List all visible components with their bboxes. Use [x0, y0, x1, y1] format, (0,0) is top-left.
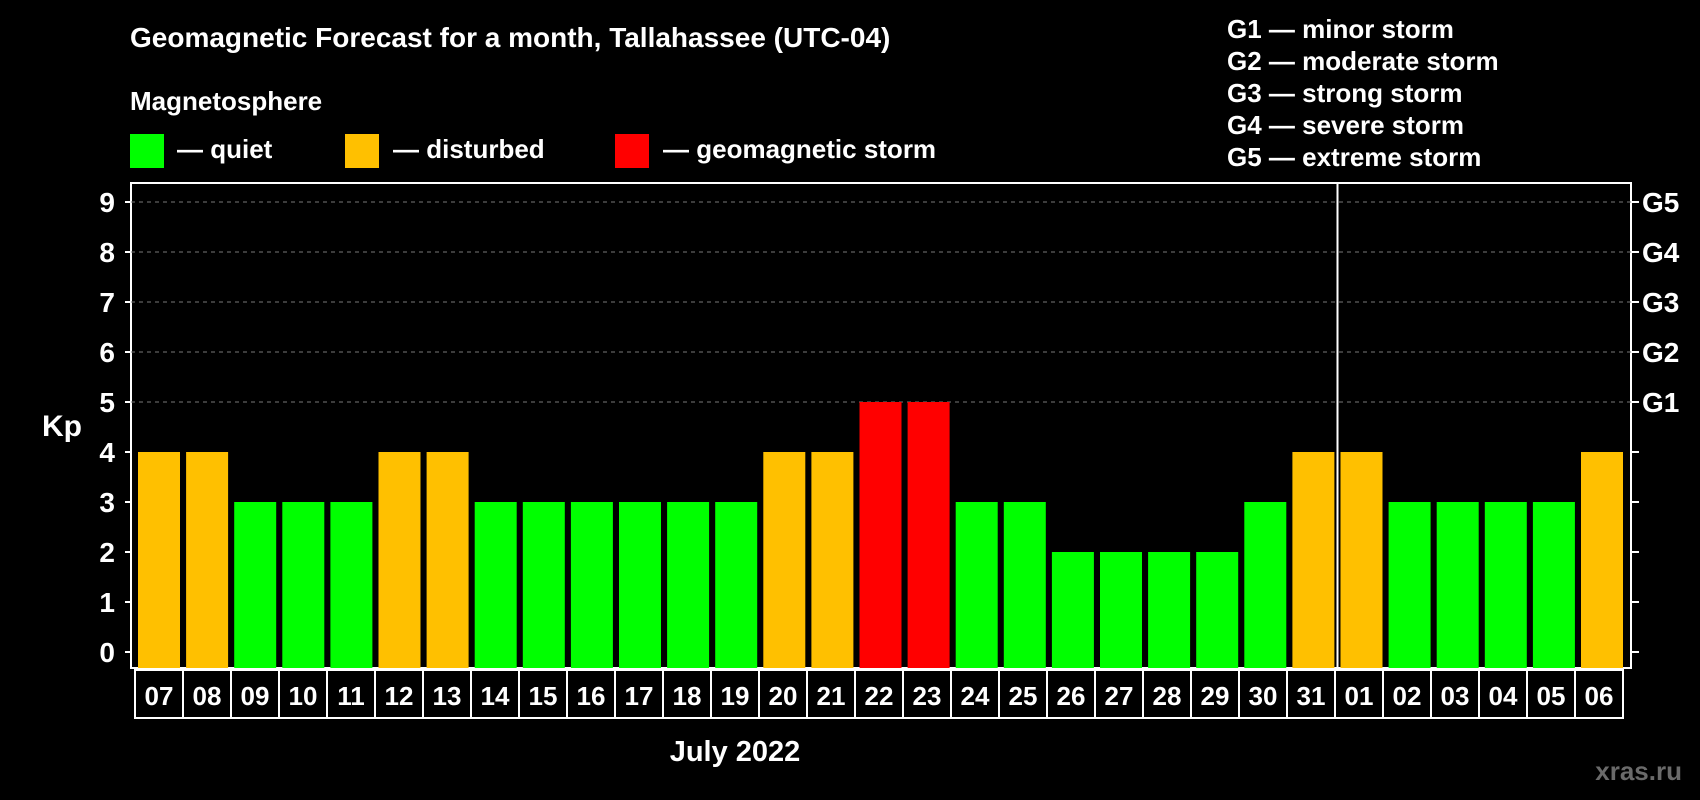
- g-scale-item-g3: G3 — strong storm: [1227, 78, 1463, 108]
- x-tick-label: 05: [1537, 681, 1566, 711]
- y-tick-label: 1: [99, 587, 115, 618]
- kp-bar: [1436, 502, 1479, 668]
- x-tick-label: 23: [913, 681, 942, 711]
- kp-bar: [763, 452, 806, 668]
- y-tick-label: 4: [99, 437, 115, 468]
- x-tick-label: 13: [433, 681, 462, 711]
- kp-bar: [522, 502, 565, 668]
- chart-title: Geomagnetic Forecast for a month, Tallah…: [130, 22, 891, 53]
- kp-bar: [474, 502, 517, 668]
- quiet-swatch: [130, 134, 164, 168]
- g-tick-label: G1: [1642, 387, 1679, 418]
- x-tick-label: 15: [529, 681, 558, 711]
- x-tick-label: 25: [1009, 681, 1038, 711]
- y-tick-label: 0: [99, 637, 115, 668]
- kp-bar: [1196, 552, 1239, 668]
- x-tick-label: 11: [337, 681, 365, 711]
- kp-bar: [811, 452, 854, 668]
- y-tick-label: 8: [99, 237, 115, 268]
- x-tick-label: 01: [1345, 681, 1374, 711]
- x-tick-label: 24: [961, 681, 990, 711]
- legend-quiet-label: — quiet: [177, 134, 273, 164]
- kp-bar: [1003, 502, 1046, 668]
- g-scale-item-g2: G2 — moderate storm: [1227, 46, 1499, 76]
- x-tick-label: 02: [1393, 681, 1422, 711]
- kp-bar: [138, 452, 180, 668]
- x-tick-label: 16: [577, 681, 606, 711]
- x-tick-label: 07: [145, 681, 174, 711]
- kp-bar: [1484, 502, 1527, 668]
- x-tick-label: 30: [1249, 681, 1278, 711]
- y-tick-label: 7: [99, 287, 115, 318]
- kp-bar: [619, 502, 661, 668]
- kp-bar: [1292, 452, 1335, 668]
- kp-bar: [1051, 552, 1094, 668]
- x-tick-label: 12: [385, 681, 414, 711]
- x-tick-label: 21: [817, 681, 846, 711]
- x-tick-label: 27: [1105, 681, 1134, 711]
- x-tick-label: 20: [769, 681, 798, 711]
- x-tick-label: 29: [1201, 681, 1230, 711]
- kp-bar: [907, 402, 950, 668]
- kp-bar: [1340, 452, 1383, 668]
- y-tick-label: 3: [99, 487, 115, 518]
- g-scale-item-g5: G5 — extreme storm: [1227, 142, 1482, 172]
- g-tick-label: G5: [1642, 187, 1679, 218]
- kp-bar: [955, 502, 998, 668]
- kp-bar: [667, 502, 710, 668]
- legend-storm-label: — geomagnetic storm: [663, 134, 937, 164]
- kp-bar: [378, 452, 421, 668]
- x-tick-label: 18: [673, 681, 702, 711]
- g-tick-label: G2: [1642, 337, 1679, 368]
- y-tick-label: 6: [99, 337, 115, 368]
- kp-bar: [715, 502, 758, 668]
- x-tick-label: 26: [1057, 681, 1086, 711]
- x-tick-label: 17: [625, 681, 654, 711]
- g-tick-label: G3: [1642, 287, 1679, 318]
- disturbed-swatch: [345, 134, 379, 168]
- x-axis-label: July 2022: [669, 736, 801, 768]
- x-tick-label: 06: [1585, 681, 1614, 711]
- x-tick-label: 19: [721, 681, 750, 711]
- x-tick-label: 03: [1441, 681, 1470, 711]
- kp-bar: [426, 452, 469, 668]
- y-tick-label: 2: [99, 537, 115, 568]
- storm-swatch: [615, 134, 649, 168]
- legend-disturbed-label: — disturbed: [393, 134, 545, 164]
- g-scale-item-g1: G1 — minor storm: [1227, 14, 1454, 44]
- kp-bar: [186, 452, 229, 668]
- date-axis-frame: [134, 669, 1624, 719]
- kp-bar: [1148, 552, 1191, 668]
- x-tick-label: 22: [865, 681, 894, 711]
- kp-bar: [570, 502, 613, 668]
- y-tick-label: 9: [99, 187, 115, 218]
- x-tick-label: 04: [1489, 681, 1518, 711]
- x-tick-label: 09: [241, 681, 270, 711]
- x-tick-label: 28: [1153, 681, 1182, 711]
- kp-bar: [1532, 502, 1575, 668]
- kp-bar: [1581, 452, 1623, 668]
- kp-bar: [330, 502, 373, 668]
- y-axis-label: Kp: [42, 410, 82, 443]
- x-tick-label: 14: [481, 681, 510, 711]
- y-tick-label: 5: [99, 387, 115, 418]
- kp-bar: [234, 502, 277, 668]
- x-tick-label: 31: [1297, 681, 1326, 711]
- kp-bar: [859, 402, 902, 668]
- x-tick-label: 08: [193, 681, 222, 711]
- x-tick-label: 10: [289, 681, 318, 711]
- kp-bar: [282, 502, 325, 668]
- kp-bar: [1100, 552, 1142, 668]
- magnetosphere-label: Magnetosphere: [130, 86, 323, 116]
- kp-bar: [1388, 502, 1431, 668]
- kp-bar: [1244, 502, 1287, 668]
- watermark: xras.ru: [1595, 756, 1682, 786]
- g-scale-item-g4: G4 — severe storm: [1227, 110, 1465, 140]
- g-tick-label: G4: [1642, 237, 1680, 268]
